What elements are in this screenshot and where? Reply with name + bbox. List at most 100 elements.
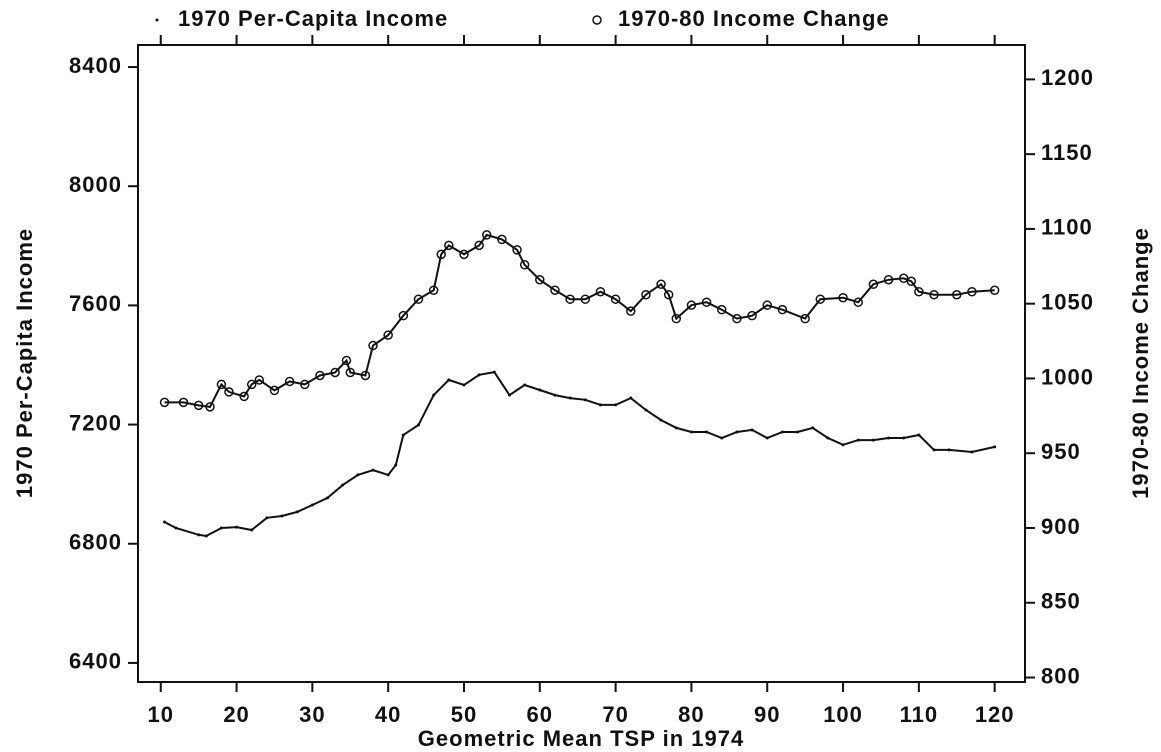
x-tick-label: 80 bbox=[678, 702, 704, 727]
data-point bbox=[519, 260, 530, 270]
data-point bbox=[413, 294, 424, 304]
data-point bbox=[398, 310, 409, 321]
y2-axis-label: 1970-80 Income Change bbox=[1128, 227, 1153, 499]
data-point bbox=[315, 370, 325, 381]
data-point bbox=[507, 393, 511, 397]
legend-marker bbox=[592, 15, 602, 25]
data-point bbox=[459, 249, 469, 260]
x-tick-label: 30 bbox=[299, 702, 325, 727]
y-tick-label: 6800 bbox=[69, 530, 122, 555]
data-point bbox=[762, 300, 772, 310]
data-point bbox=[952, 289, 962, 300]
data-point bbox=[777, 304, 788, 315]
data-point bbox=[386, 473, 390, 477]
x-tick-label: 10 bbox=[148, 702, 174, 727]
data-point bbox=[565, 294, 575, 304]
data-point bbox=[815, 294, 826, 304]
data-point bbox=[295, 510, 299, 514]
data-point bbox=[887, 436, 891, 440]
legend-label: 1970-80 Income Change bbox=[618, 6, 890, 31]
x-tick-label: 20 bbox=[223, 702, 249, 727]
data-point bbox=[538, 388, 542, 392]
data-point bbox=[497, 234, 507, 245]
data-point bbox=[462, 383, 466, 387]
data-point bbox=[178, 397, 189, 408]
data-point bbox=[689, 430, 693, 434]
data-point bbox=[686, 300, 697, 310]
y2-tick-label: 1000 bbox=[1041, 364, 1094, 389]
data-point bbox=[732, 313, 742, 324]
x-tick-label: 60 bbox=[527, 702, 553, 727]
data-point bbox=[492, 370, 496, 374]
series-line bbox=[164, 370, 995, 538]
data-point bbox=[780, 430, 784, 434]
data-point bbox=[235, 525, 239, 529]
data-point bbox=[356, 473, 360, 477]
data-point bbox=[568, 396, 572, 400]
data-point bbox=[644, 408, 648, 412]
data-point bbox=[371, 468, 375, 472]
y2-tick-label: 1150 bbox=[1041, 140, 1093, 165]
y-axis-label: 1970 Per-Capita Income bbox=[12, 228, 37, 498]
y-tick-label: 6400 bbox=[69, 649, 122, 674]
data-point bbox=[254, 375, 265, 385]
y2-tick-label: 1050 bbox=[1041, 290, 1094, 315]
data-point bbox=[671, 313, 682, 324]
legend-label: 1970 Per-Capita Income bbox=[178, 6, 448, 31]
data-point bbox=[583, 398, 587, 402]
data-point bbox=[265, 516, 269, 520]
data-point bbox=[663, 289, 674, 300]
data-point bbox=[535, 275, 545, 285]
x-tick-label: 100 bbox=[823, 702, 863, 727]
data-point bbox=[811, 426, 815, 430]
data-point bbox=[269, 385, 280, 396]
data-point bbox=[580, 294, 591, 304]
data-point bbox=[401, 433, 405, 437]
x-tick-label: 110 bbox=[900, 702, 939, 727]
data-point bbox=[224, 387, 234, 397]
x-axis-label: Geometric Mean TSP in 1974 bbox=[418, 726, 744, 751]
data-point bbox=[204, 534, 208, 538]
data-point bbox=[967, 286, 977, 297]
data-point bbox=[360, 370, 371, 381]
data-point bbox=[853, 297, 863, 307]
data-point bbox=[947, 448, 951, 452]
data-point bbox=[598, 403, 602, 407]
y2-tick-label: 800 bbox=[1041, 663, 1081, 688]
data-point bbox=[735, 430, 739, 434]
x-tick-label: 90 bbox=[754, 702, 780, 727]
data-point bbox=[444, 240, 454, 251]
y2-tick-label: 1100 bbox=[1041, 215, 1093, 240]
data-point bbox=[163, 520, 167, 524]
data-point bbox=[310, 503, 314, 507]
data-point bbox=[868, 279, 879, 289]
data-point bbox=[841, 443, 845, 447]
data-point bbox=[512, 245, 522, 255]
data-point bbox=[341, 355, 352, 366]
plot-frame bbox=[137, 44, 1026, 683]
data-point bbox=[932, 448, 936, 452]
legend-marker bbox=[155, 18, 159, 22]
data-point bbox=[717, 304, 727, 315]
y-tick-label: 8400 bbox=[69, 53, 122, 78]
data-point bbox=[641, 289, 651, 300]
data-point bbox=[705, 430, 709, 434]
data-point bbox=[906, 276, 917, 287]
data-point bbox=[902, 436, 906, 440]
data-point bbox=[993, 445, 997, 449]
data-point bbox=[330, 367, 340, 378]
data-point bbox=[481, 230, 492, 240]
data-point bbox=[553, 393, 557, 397]
series-line bbox=[164, 233, 995, 408]
data-point bbox=[197, 533, 201, 537]
data-point bbox=[428, 285, 439, 295]
data-point bbox=[610, 294, 621, 304]
data-point bbox=[701, 297, 712, 307]
data-point bbox=[550, 285, 560, 295]
y2-tick-label: 850 bbox=[1041, 589, 1081, 614]
data-point bbox=[474, 240, 484, 251]
data-point bbox=[326, 496, 330, 500]
y2-tick-label: 950 bbox=[1041, 439, 1081, 464]
data-point bbox=[394, 463, 398, 467]
